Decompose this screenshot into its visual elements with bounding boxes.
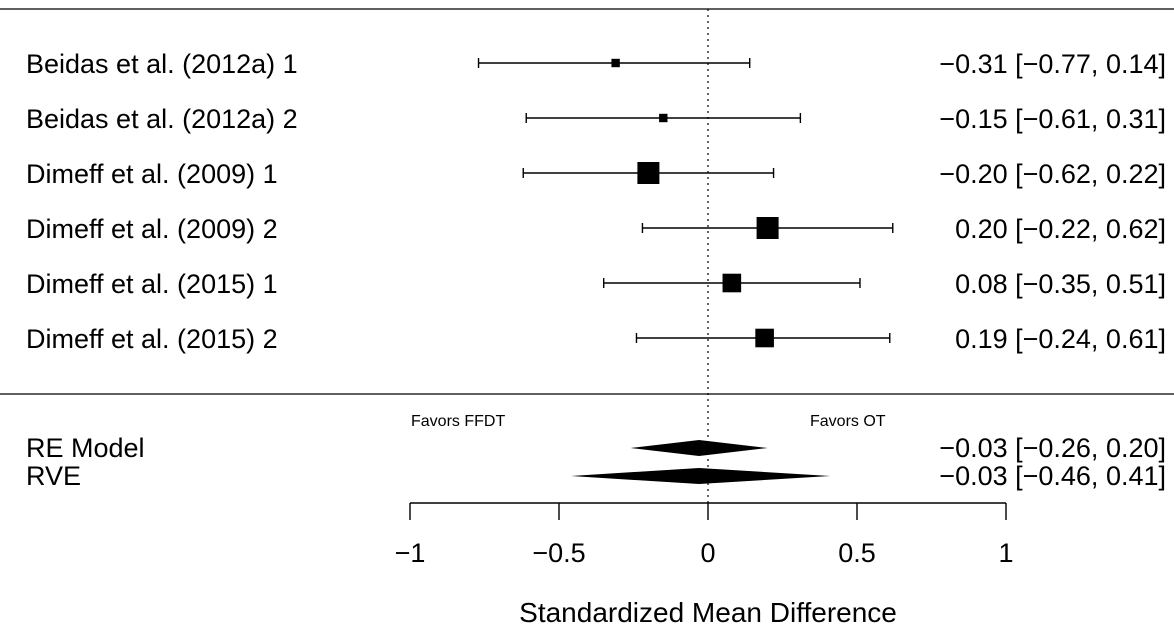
point-estimate <box>637 162 660 184</box>
study-label: Dimeff et al. (2009) 2 <box>26 214 278 244</box>
point-estimate <box>722 273 742 293</box>
x-tick-label: 0.5 <box>838 538 876 568</box>
x-tick-label: 0 <box>700 538 715 568</box>
point-estimate <box>756 217 779 239</box>
summary-label: RVE <box>26 461 81 491</box>
ci-label: −0.20 [−0.62, 0.22] <box>939 159 1166 189</box>
point-estimate <box>611 58 620 68</box>
ci-label: −0.31 [−0.77, 0.14] <box>939 49 1166 79</box>
x-axis: −1 −0.5 0 0.5 1 <box>395 502 1014 568</box>
favors-left-label: Favors FFDT <box>411 413 505 430</box>
point-estimate <box>659 113 668 123</box>
ci-label: −0.15 [−0.61, 0.31] <box>939 104 1166 134</box>
summary-ci-label: −0.03 [−0.46, 0.41] <box>939 461 1166 491</box>
x-tick-label: 1 <box>998 538 1013 568</box>
study-label: Dimeff et al. (2015) 1 <box>26 269 278 299</box>
x-tick-label: −0.5 <box>532 538 585 568</box>
summary-ci-label: −0.03 [−0.26, 0.20] <box>939 433 1166 463</box>
ci-label: 0.08 [−0.35, 0.51] <box>955 269 1166 299</box>
plot-frame <box>0 8 1174 503</box>
summary-diamond <box>630 440 768 456</box>
study-label: Beidas et al. (2012a) 2 <box>26 104 298 134</box>
study-rows: Beidas et al. (2012a) 1 −0.31 [−0.77, 0.1… <box>26 49 1166 354</box>
ci-label: 0.19 [−0.24, 0.61] <box>955 324 1166 354</box>
ci-label: 0.20 [−0.22, 0.62] <box>955 214 1166 244</box>
summary-label: RE Model <box>26 433 145 463</box>
point-estimate <box>755 328 774 348</box>
x-axis-title: Standardized Mean Difference <box>519 597 897 627</box>
favors-right-label: Favors OT <box>810 413 886 430</box>
summary-diamond <box>570 468 831 484</box>
study-label: Dimeff et al. (2009) 1 <box>26 159 278 189</box>
study-label: Beidas et al. (2012a) 1 <box>26 49 298 79</box>
x-tick-label: −1 <box>395 538 426 568</box>
study-label: Dimeff et al. (2015) 2 <box>26 324 278 354</box>
summary-rows: RE Model −0.03 [−0.26, 0.20] RVE −0.03 [−0.… <box>26 433 1166 491</box>
